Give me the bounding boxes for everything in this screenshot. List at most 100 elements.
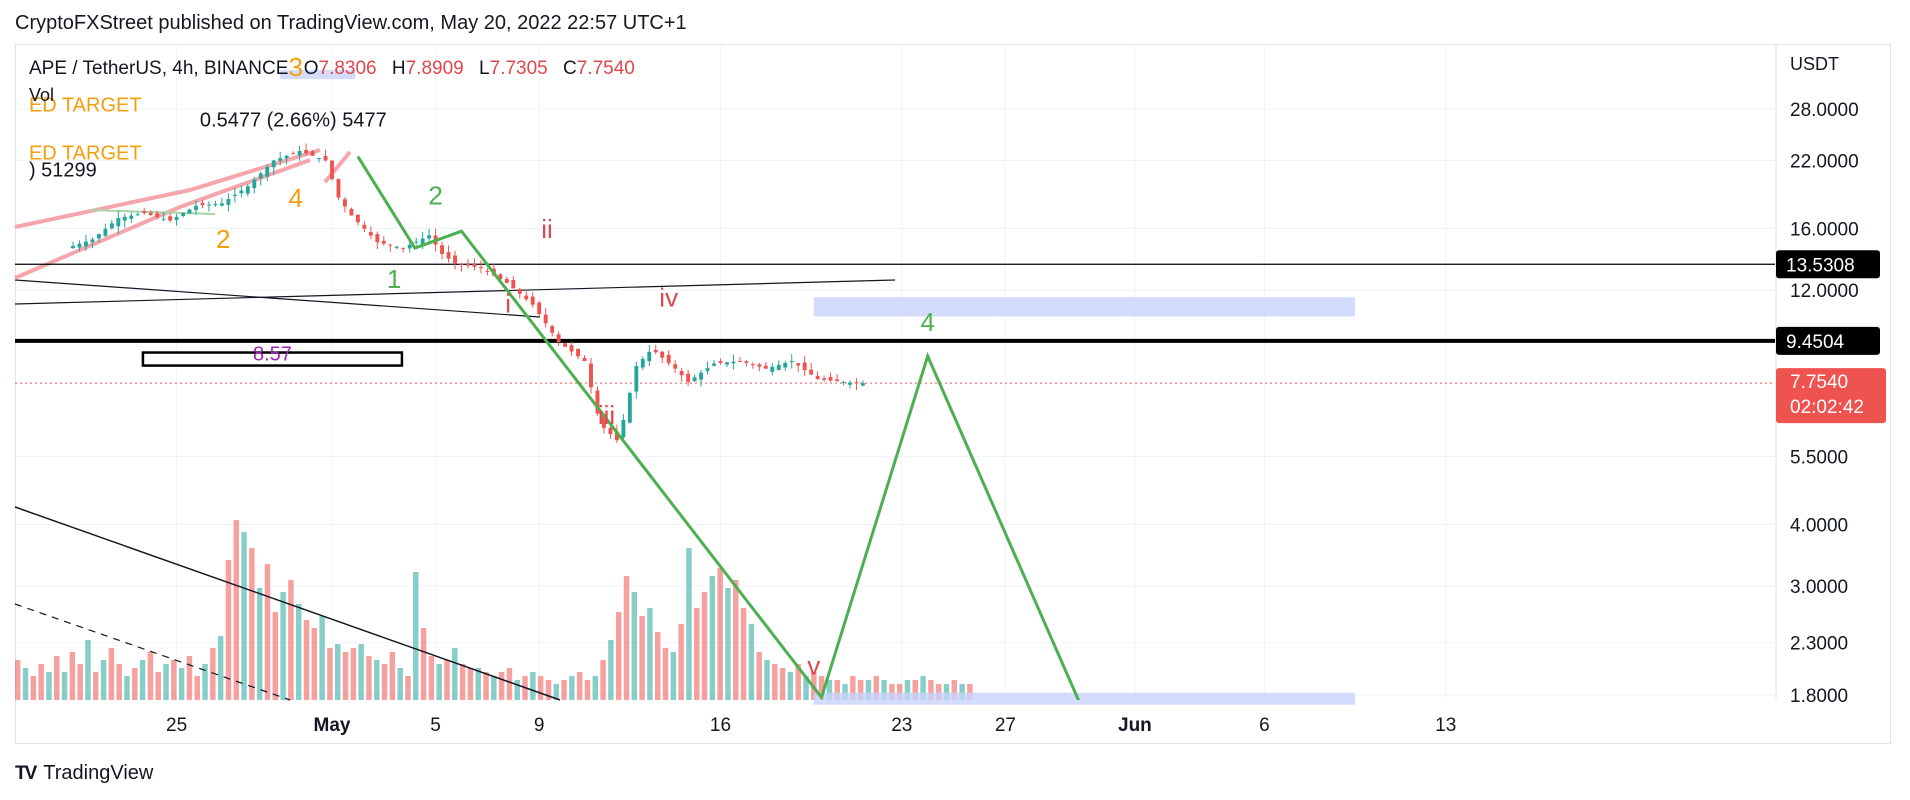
candle-body bbox=[362, 224, 367, 229]
elliott-wave-projection[interactable] bbox=[356, 155, 1081, 705]
box-label: 8.57 bbox=[253, 344, 292, 366]
candle-body bbox=[122, 216, 127, 221]
tradingview-logo-icon: TV bbox=[15, 762, 37, 784]
zones bbox=[280, 70, 1356, 705]
volume-bar bbox=[93, 672, 99, 700]
candle-body bbox=[737, 360, 742, 362]
symbol-name[interactable]: APE / TetherUS, 4h, BINANCE bbox=[29, 58, 289, 79]
candle-body bbox=[712, 363, 716, 366]
candle-body bbox=[381, 240, 386, 244]
volume-bar bbox=[54, 656, 60, 700]
candle-body bbox=[861, 383, 865, 386]
target-zone[interactable] bbox=[813, 692, 1356, 705]
trend-lines: 8.57 bbox=[14, 148, 1775, 701]
candle-body bbox=[485, 270, 490, 272]
candle-body bbox=[446, 252, 451, 259]
candle-body bbox=[621, 419, 626, 438]
volume-bar bbox=[366, 656, 372, 700]
target-zone[interactable] bbox=[280, 70, 356, 80]
candle-body bbox=[608, 427, 613, 435]
footer-brand[interactable]: TV TradingView bbox=[15, 762, 153, 785]
y-tick-label: 22.0000 bbox=[1790, 151, 1859, 172]
volume-bar bbox=[608, 640, 614, 700]
candle-body bbox=[543, 314, 548, 324]
channel-line-upper[interactable] bbox=[14, 279, 896, 305]
target-zone[interactable] bbox=[813, 297, 1356, 317]
wedge-tick[interactable] bbox=[323, 150, 352, 184]
price-tag[interactable] bbox=[1776, 368, 1886, 424]
volume-bar bbox=[467, 668, 474, 700]
candle-body bbox=[640, 358, 645, 368]
volume-bar bbox=[85, 640, 91, 700]
y-tick-label: 5.5000 bbox=[1790, 448, 1848, 469]
price-tag[interactable] bbox=[1776, 326, 1880, 355]
y-tick-label: 2.3000 bbox=[1790, 634, 1848, 655]
currency-label: USDT bbox=[1790, 54, 1839, 74]
candle-body bbox=[524, 295, 529, 300]
candle-body bbox=[699, 372, 704, 380]
chart-frame[interactable] bbox=[15, 44, 1891, 744]
trend-line-down[interactable] bbox=[14, 506, 561, 701]
volume-bar bbox=[935, 684, 942, 700]
candle-body bbox=[181, 213, 186, 216]
volume-bar bbox=[740, 608, 747, 700]
volume-bar bbox=[881, 680, 887, 700]
candle-body bbox=[854, 382, 859, 384]
candle-body bbox=[686, 373, 691, 382]
volume-bar bbox=[225, 560, 232, 700]
price-tag[interactable] bbox=[1776, 250, 1880, 279]
candle-body bbox=[459, 263, 464, 265]
volume-bar bbox=[787, 672, 794, 700]
candle-body bbox=[355, 214, 360, 223]
volume-bar bbox=[545, 680, 552, 700]
box-marker[interactable] bbox=[141, 351, 404, 367]
wave-projection bbox=[356, 155, 1081, 705]
candle-body bbox=[848, 382, 852, 385]
volume-bar bbox=[889, 684, 895, 700]
volume-bar bbox=[186, 656, 193, 700]
wave-label: ii bbox=[541, 214, 553, 244]
volume-bar bbox=[288, 580, 294, 700]
x-tick-label: 16 bbox=[710, 715, 731, 736]
candle-body bbox=[375, 234, 380, 243]
candle-body bbox=[498, 274, 503, 280]
x-tick-label: 25 bbox=[166, 715, 187, 736]
candle-body bbox=[142, 211, 147, 214]
candle-body bbox=[582, 358, 587, 362]
volume-bar bbox=[15, 660, 21, 700]
volume-bar bbox=[584, 680, 591, 700]
candle-body bbox=[330, 160, 334, 179]
x-tick-label: 9 bbox=[534, 715, 545, 736]
wave-label: 3 bbox=[289, 52, 303, 82]
volume-bar bbox=[61, 672, 68, 700]
volume-bar bbox=[694, 608, 700, 700]
channel-line-lower[interactable] bbox=[14, 279, 541, 318]
measure-arrow[interactable] bbox=[89, 209, 216, 215]
x-tick-label: Jun bbox=[1118, 715, 1152, 736]
candle-body bbox=[776, 364, 781, 370]
candle-body bbox=[239, 190, 244, 194]
volume-label[interactable]: Vol bbox=[29, 85, 55, 105]
candle-body bbox=[634, 366, 639, 392]
volume-bar bbox=[436, 664, 442, 700]
candle-body bbox=[297, 151, 302, 156]
candle-body bbox=[731, 361, 736, 364]
candle-body bbox=[116, 218, 121, 227]
candle-body bbox=[835, 379, 839, 382]
candle-body bbox=[815, 375, 820, 380]
volume-bar bbox=[124, 676, 130, 700]
volume-bar bbox=[311, 628, 318, 700]
candle-body bbox=[161, 218, 166, 220]
volume-bar bbox=[951, 680, 958, 700]
candle-body bbox=[96, 234, 101, 239]
symbol-legend[interactable]: APE / TetherUS, 4h, BINANCE O7.8306 H7.8… bbox=[29, 58, 635, 80]
candle-body bbox=[343, 199, 347, 207]
wedge-line-upper[interactable] bbox=[14, 148, 321, 229]
volume-bar bbox=[38, 664, 44, 700]
annotation-text: ) 51299 bbox=[29, 160, 97, 182]
trend-line-dashed[interactable] bbox=[14, 603, 291, 701]
candle-body bbox=[511, 279, 516, 289]
volume-bar bbox=[459, 664, 466, 700]
candle-body bbox=[103, 228, 108, 236]
